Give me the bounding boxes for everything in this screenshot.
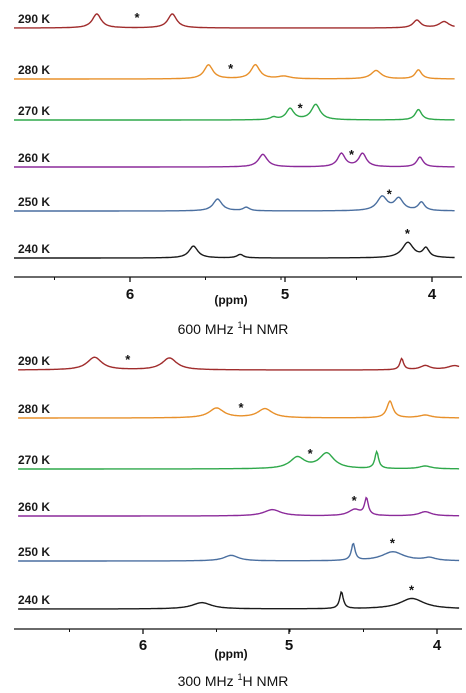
impurity-star: * (228, 61, 234, 76)
temperature-label: 290 K (18, 12, 50, 26)
temperature-label: 260 K (18, 151, 50, 165)
x-tick-label: 4 (433, 637, 442, 654)
temperature-label: 290 K (18, 354, 50, 368)
spectrum-line-1-2 (18, 449, 460, 470)
impurity-star: * (298, 101, 304, 116)
impurity-star: * (405, 226, 411, 241)
impurity-star: * (308, 446, 314, 461)
spectrum-line-1-5 (18, 590, 460, 610)
spectrum-line-0-1 (14, 63, 455, 80)
impurity-star: * (135, 10, 141, 25)
spectrum-line-1-1 (18, 399, 460, 419)
temperature-label: 250 K (18, 545, 50, 559)
x-axis-label: (ppm) (214, 647, 247, 661)
temperature-label: 280 K (18, 63, 50, 77)
impurity-star: * (352, 493, 358, 508)
impurity-star: * (387, 186, 393, 201)
x-tick-label: 5 (285, 637, 293, 654)
spectrum-line-1-4 (18, 542, 460, 562)
spectrum-line-0-3 (14, 152, 455, 168)
temperature-label: 270 K (18, 453, 50, 467)
temperature-label: 240 K (18, 242, 50, 256)
temperature-label: 240 K (18, 593, 50, 607)
temperature-label: 270 K (18, 104, 50, 118)
temperature-label: 280 K (18, 402, 50, 416)
spectrum-line-1-0 (18, 356, 460, 371)
x-tick-label: 6 (139, 637, 147, 654)
temperature-label: 250 K (18, 195, 50, 209)
impurity-star: * (125, 352, 131, 367)
spectrum-line-0-0 (14, 13, 455, 29)
temperature-label: 260 K (18, 500, 50, 514)
spectrum-line-0-4 (14, 195, 455, 212)
spectrum-line-0-2 (14, 103, 455, 121)
x-axis-label: (ppm) (214, 293, 247, 307)
impurity-star: * (238, 400, 244, 415)
impurity-star: * (390, 536, 396, 551)
impurity-star: * (349, 147, 355, 162)
x-tick-label: 5 (281, 286, 289, 303)
x-tick-label: 4 (428, 286, 437, 303)
chart-title: 300 MHz 1H NMR (178, 672, 289, 689)
spectrum-line-0-5 (14, 241, 455, 259)
impurity-star: * (409, 582, 415, 597)
chart-title: 600 MHz 1H NMR (178, 320, 289, 337)
x-tick-label: 6 (126, 286, 134, 303)
spectrum-line-1-3 (18, 496, 460, 517)
